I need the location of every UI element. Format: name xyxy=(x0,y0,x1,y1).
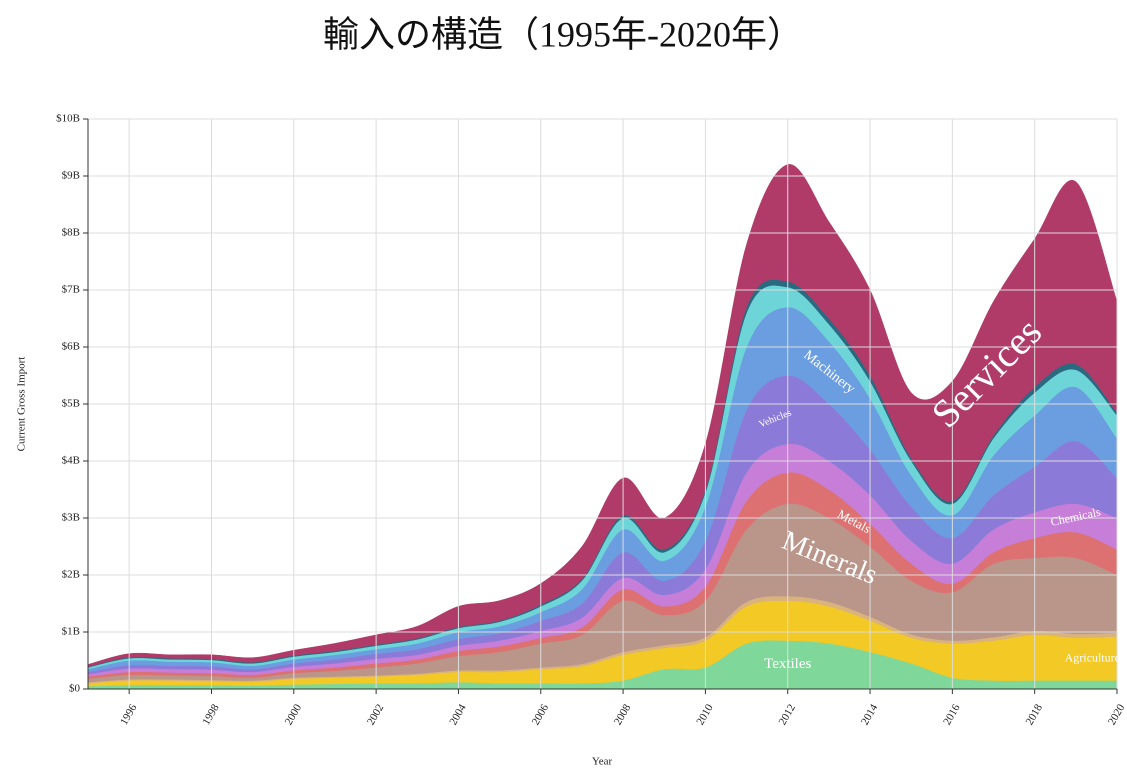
y-tick-label: $0 xyxy=(69,683,81,695)
x-tick-label: 2020 xyxy=(1106,702,1127,727)
y-tick-label: $10B xyxy=(56,113,80,125)
y-tick-label: $3B xyxy=(62,512,80,524)
x-tick-label: 2008 xyxy=(612,702,634,727)
x-tick-label: 2002 xyxy=(365,702,386,727)
y-tick-label: $8B xyxy=(62,227,80,239)
y-axis-label: Current Gross Import xyxy=(16,357,28,452)
x-tick-label: 2012 xyxy=(777,702,798,727)
y-tick-label: $7B xyxy=(62,284,80,296)
x-tick-label: 2010 xyxy=(694,702,716,727)
series-label: Textiles xyxy=(764,656,811,672)
chart-title: 輸入の構造（1995年-2020年） xyxy=(323,14,803,54)
series-label: Agriculture xyxy=(1065,651,1120,665)
x-tick-label: 1996 xyxy=(118,702,140,727)
x-tick-label: 2014 xyxy=(859,702,881,727)
x-axis-label: Year xyxy=(592,756,613,768)
x-tick-label: 2006 xyxy=(530,702,552,727)
x-tick-label: 2000 xyxy=(283,702,305,727)
y-tick-label: $9B xyxy=(62,170,80,182)
y-tick-label: $5B xyxy=(62,398,80,410)
y-tick-label: $6B xyxy=(62,341,80,353)
y-tick-label: $2B xyxy=(62,569,80,581)
y-tick-label: $1B xyxy=(62,626,80,638)
x-tick-label: 1998 xyxy=(200,702,222,727)
x-tick-label: 2018 xyxy=(1024,702,1046,727)
x-tick-label: 2016 xyxy=(941,702,963,727)
x-tick-label: 2004 xyxy=(447,702,469,727)
y-tick-label: $4B xyxy=(62,455,80,467)
